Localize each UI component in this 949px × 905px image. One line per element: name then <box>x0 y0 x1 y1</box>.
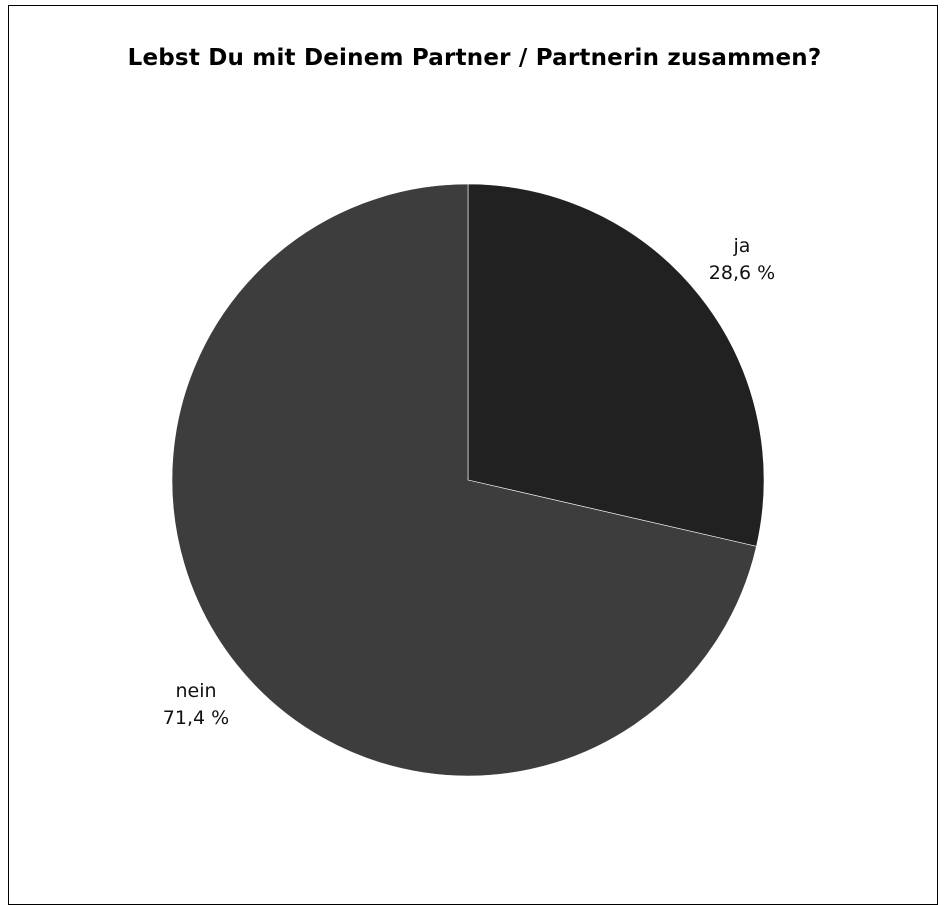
slice-label-ja: ja <box>733 235 751 257</box>
pie-slice-nein <box>171 183 757 777</box>
chart-title: Lebst Du mit Deinem Partner / Partnerin … <box>127 45 822 71</box>
slice-value-nein: 71,4 % <box>163 707 229 729</box>
pie-slice-ja <box>467 183 765 547</box>
slice-value-ja: 28,6 % <box>709 262 775 284</box>
slice-label-nein: nein <box>175 680 216 702</box>
